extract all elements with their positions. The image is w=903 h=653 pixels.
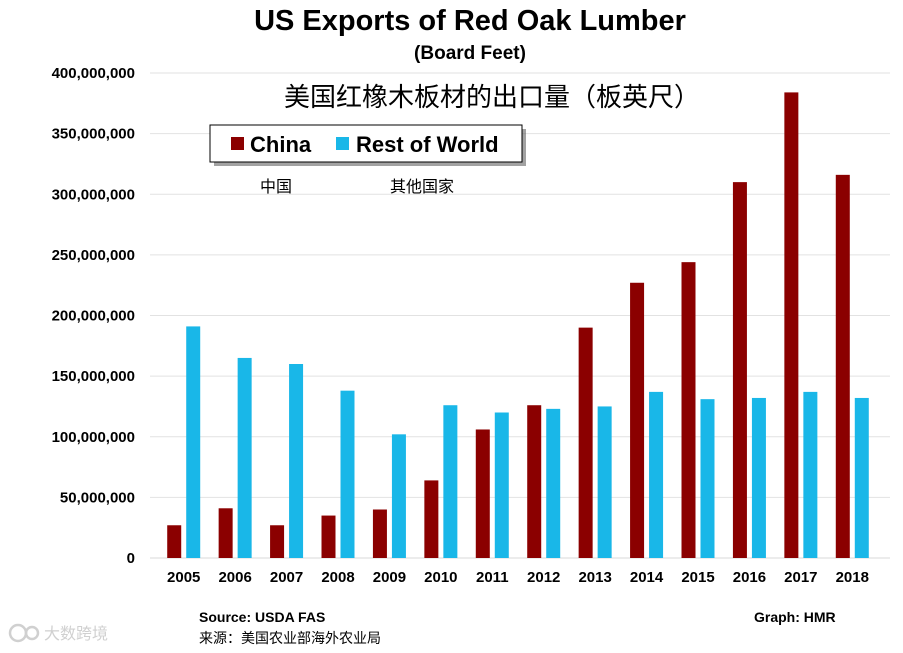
- x-tick-label: 2013: [578, 569, 611, 586]
- legend-note-china-cn: 中国: [260, 177, 292, 196]
- y-tick-label: 300,000,000: [52, 186, 135, 203]
- bar-rest-of-world-2012: [546, 408, 561, 558]
- x-tick-label: 2011: [476, 569, 509, 586]
- x-tick-label: 2017: [784, 569, 817, 586]
- bar-china-2009: [372, 509, 387, 558]
- bar-china-2018: [835, 174, 850, 558]
- x-tick-label: 2007: [270, 569, 303, 586]
- x-axis: 2005 2006 2007 2008 2009 2010 2011 2012 2013 2014…: [167, 569, 869, 586]
- source-note-cn: 来源：美国农业部海外农业局: [199, 631, 381, 647]
- x-tick-label: 2012: [527, 569, 560, 586]
- bar-rest-of-world-2006: [237, 357, 252, 558]
- bar-china-2008: [321, 515, 336, 558]
- chart-title-cn: 美国红橡木板材的出口量（板英尺）: [284, 83, 700, 113]
- legend-box: [209, 124, 523, 163]
- x-tick-label: 2014: [630, 569, 664, 586]
- bar-rest-of-world-2013: [597, 406, 612, 558]
- y-tick-label: 350,000,000: [52, 126, 135, 143]
- bar-china-2013: [578, 327, 593, 558]
- y-tick-label: 100,000,000: [52, 429, 135, 446]
- graph-credit: Graph: HMR: [754, 609, 836, 625]
- chart-subtitle: (Board Feet): [414, 43, 526, 64]
- bar-rest-of-world-2011: [494, 412, 509, 558]
- bar-rest-of-world-2010: [443, 405, 458, 558]
- bar-rest-of-world-2018: [854, 397, 869, 558]
- bar-rest-of-world-2005: [186, 326, 201, 558]
- bar-china-2006: [218, 508, 233, 558]
- source-note: Source: USDA FAS: [199, 609, 325, 625]
- legend-label-china: China: [250, 132, 312, 157]
- x-tick-label: 2015: [681, 569, 714, 586]
- bar-china-2014: [630, 282, 645, 558]
- legend-swatch-china: [231, 137, 244, 150]
- legend-note-rest-of-world-cn: 其他国家: [390, 177, 454, 196]
- y-tick-label: 200,000,000: [52, 308, 135, 325]
- bar-china-2015: [681, 262, 696, 558]
- bar-china-2010: [424, 480, 439, 558]
- legend-swatch-rest-of-world: [336, 137, 349, 150]
- y-tick-label: 0: [127, 550, 135, 567]
- bar-rest-of-world-2007: [289, 364, 304, 558]
- y-tick-label: 250,000,000: [52, 247, 135, 264]
- y-tick-label: 150,000,000: [52, 368, 135, 385]
- legend: China Rest of World: [209, 124, 526, 166]
- bar-rest-of-world-2015: [700, 399, 715, 558]
- x-tick-label: 2010: [424, 569, 457, 586]
- bar-rest-of-world-2016: [751, 397, 766, 558]
- x-tick-label: 2008: [321, 569, 354, 586]
- logo-icon: [8, 623, 40, 643]
- bar-china-2012: [527, 405, 542, 558]
- x-tick-label: 2018: [836, 569, 869, 586]
- x-tick-label: 2016: [733, 569, 766, 586]
- x-tick-label: 2006: [218, 569, 251, 586]
- x-tick-label: 2005: [167, 569, 200, 586]
- bar-rest-of-world-2017: [803, 391, 818, 558]
- y-tick-label: 400,000,000: [52, 65, 135, 82]
- bar-china-2007: [270, 525, 285, 558]
- y-tick-label: 50,000,000: [60, 489, 135, 506]
- bar-china-2011: [475, 429, 490, 558]
- x-tick-label: 2009: [373, 569, 406, 586]
- watermark-text: 大数跨境: [44, 624, 108, 643]
- bars: [167, 92, 869, 559]
- watermark: 大数跨境: [8, 623, 108, 643]
- bar-china-2017: [784, 92, 799, 559]
- chart-title: US Exports of Red Oak Lumber: [254, 5, 686, 37]
- bar-china-2005: [167, 525, 182, 558]
- bar-rest-of-world-2008: [340, 390, 355, 558]
- bar-rest-of-world-2014: [649, 391, 664, 558]
- legend-label-rest-of-world: Rest of World: [356, 132, 499, 157]
- bar-china-2016: [732, 182, 747, 558]
- bar-rest-of-world-2009: [391, 434, 406, 558]
